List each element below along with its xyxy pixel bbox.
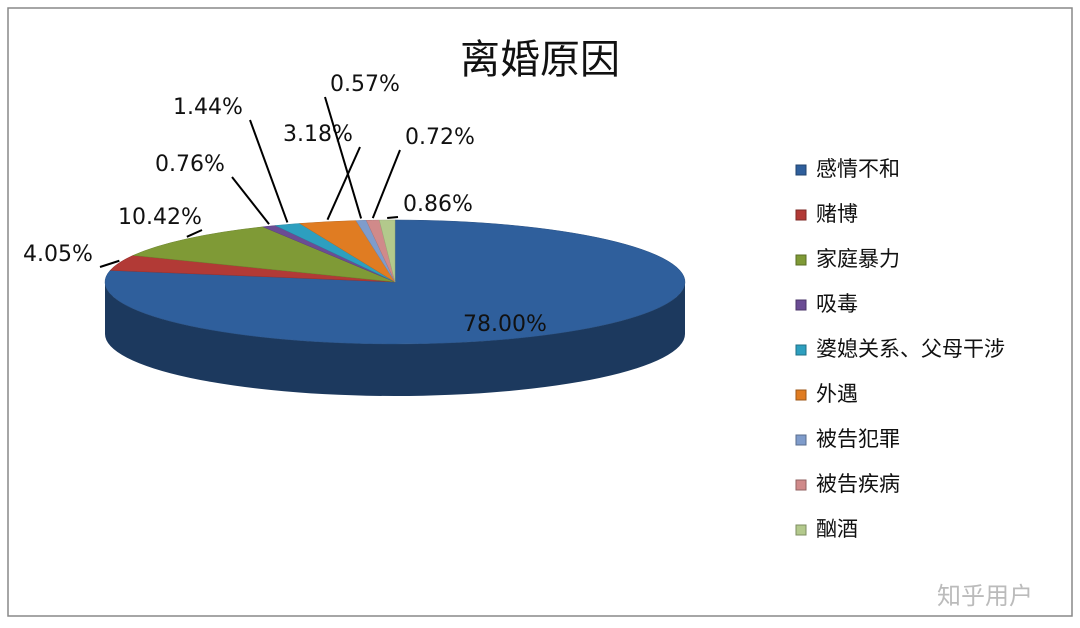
legend-label: 婆媳关系、父母干涉 <box>816 337 1005 361</box>
data-label: 1.44% <box>173 95 243 120</box>
legend-swatch <box>795 389 807 401</box>
slice <box>379 219 396 283</box>
legend-swatch <box>795 209 807 221</box>
legend-swatch <box>795 254 807 266</box>
legend-swatch <box>795 524 807 536</box>
legend-label: 吸毒 <box>816 292 858 316</box>
legend-swatch <box>795 479 807 491</box>
data-label: 3.18% <box>283 122 353 147</box>
slice-side <box>105 282 685 396</box>
data-label: 0.72% <box>405 125 475 150</box>
data-label: 0.76% <box>155 152 225 177</box>
leader-line <box>249 119 289 223</box>
leader-line <box>186 229 203 238</box>
data-label: 0.57% <box>330 72 400 97</box>
data-label: 4.05% <box>23 242 93 267</box>
legend-label: 酗酒 <box>816 517 858 541</box>
legend-swatch <box>795 434 807 446</box>
legend-label: 外遇 <box>816 382 858 406</box>
leader-line <box>326 146 361 221</box>
slice <box>132 226 396 283</box>
chart-title: 离婚原因 <box>460 37 620 83</box>
data-label: 78.00% <box>463 312 547 337</box>
legend-label: 被告犯罪 <box>816 427 900 451</box>
legend-swatch <box>795 344 807 356</box>
leader-line <box>324 96 363 219</box>
legend-label: 被告疾病 <box>816 472 900 496</box>
leader-line <box>231 176 270 225</box>
slice <box>104 219 686 345</box>
legend-swatch <box>795 164 807 176</box>
data-label: 0.86% <box>403 192 473 217</box>
watermark: 知乎用户 <box>937 582 1033 610</box>
legend-label: 感情不和 <box>816 157 900 181</box>
legend-swatch <box>795 299 807 311</box>
leader-line <box>387 216 399 220</box>
leader-line <box>99 259 120 268</box>
data-label: 10.42% <box>118 205 202 230</box>
legend-label: 家庭暴力 <box>816 247 900 271</box>
legend-label: 赌博 <box>816 202 858 226</box>
leader-line <box>371 149 401 219</box>
